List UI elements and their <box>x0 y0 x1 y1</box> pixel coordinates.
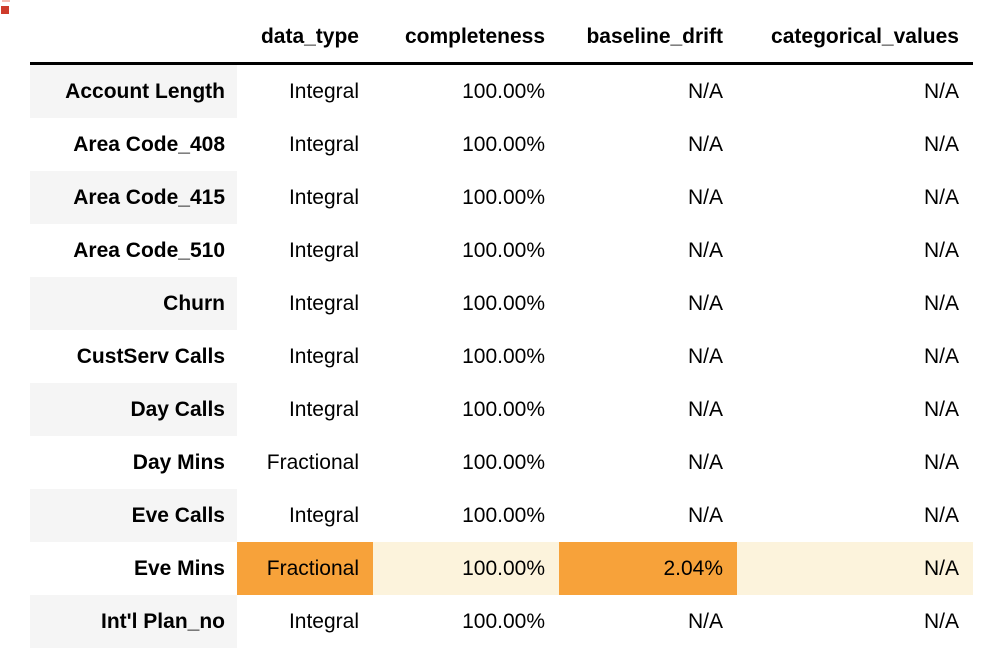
cell-baseline-drift: N/A <box>559 64 737 119</box>
row-label: Eve Mins <box>30 542 237 595</box>
cell-completeness: 100.00% <box>373 542 559 595</box>
cell-data-type: Integral <box>237 171 373 224</box>
cell-data-type: Integral <box>237 118 373 171</box>
corner-cell <box>30 14 237 64</box>
cell-data-type: Integral <box>237 383 373 436</box>
cell-completeness: 100.00% <box>373 436 559 489</box>
cell-categorical-values: N/A <box>737 595 973 648</box>
row-label: Account Length <box>30 64 237 119</box>
row-label: Churn <box>30 277 237 330</box>
col-header-data-type: data_type <box>237 14 373 64</box>
cell-categorical-values: N/A <box>737 171 973 224</box>
cell-data-type: Integral <box>237 489 373 542</box>
cell-data-type: Fractional <box>237 542 373 595</box>
cell-categorical-values: N/A <box>737 118 973 171</box>
cell-baseline-drift: N/A <box>559 383 737 436</box>
cell-categorical-values: N/A <box>737 489 973 542</box>
cell-data-type: Integral <box>237 277 373 330</box>
row-label: Area Code_408 <box>30 118 237 171</box>
col-header-completeness: completeness <box>373 14 559 64</box>
header-row: data_type completeness baseline_drift ca… <box>30 14 973 64</box>
cell-baseline-drift: N/A <box>559 595 737 648</box>
cell-completeness: 100.00% <box>373 171 559 224</box>
cell-data-type: Integral <box>237 330 373 383</box>
cell-baseline-drift: N/A <box>559 436 737 489</box>
cell-categorical-values: N/A <box>737 64 973 119</box>
cell-completeness: 100.00% <box>373 64 559 119</box>
cell-categorical-values: N/A <box>737 383 973 436</box>
cell-completeness: 100.00% <box>373 489 559 542</box>
cell-completeness: 100.00% <box>373 595 559 648</box>
col-header-categorical-values: categorical_values <box>737 14 973 64</box>
col-header-baseline-drift: baseline_drift <box>559 14 737 64</box>
cell-completeness: 100.00% <box>373 224 559 277</box>
cell-baseline-drift: N/A <box>559 118 737 171</box>
cell-baseline-drift: 2.04% <box>559 542 737 595</box>
cell-categorical-values: N/A <box>737 542 973 595</box>
cell-completeness: 100.00% <box>373 383 559 436</box>
row-label: Day Calls <box>30 383 237 436</box>
row-label: Int'l Plan_no <box>30 595 237 648</box>
cell-categorical-values: N/A <box>737 330 973 383</box>
cropped-red-square <box>1 6 9 14</box>
cell-baseline-drift: N/A <box>559 224 737 277</box>
cell-baseline-drift: N/A <box>559 171 737 224</box>
cell-completeness: 100.00% <box>373 118 559 171</box>
cell-categorical-values: N/A <box>737 277 973 330</box>
row-label: Area Code_415 <box>30 171 237 224</box>
row-label: Day Mins <box>30 436 237 489</box>
cell-data-type: Integral <box>237 224 373 277</box>
cell-data-type: Integral <box>237 595 373 648</box>
row-label: Area Code_510 <box>30 224 237 277</box>
cell-data-type: Integral <box>237 64 373 119</box>
cropped-red-strip <box>2 0 10 2</box>
cell-categorical-values: N/A <box>737 436 973 489</box>
cell-categorical-values: N/A <box>737 224 973 277</box>
cell-data-type: Fractional <box>237 436 373 489</box>
cell-baseline-drift: N/A <box>559 489 737 542</box>
cell-completeness: 100.00% <box>373 277 559 330</box>
table-header: data_type completeness baseline_drift ca… <box>30 14 973 64</box>
row-label: Eve Calls <box>30 489 237 542</box>
row-label: CustServ Calls <box>30 330 237 383</box>
feature-statistics-table: data_type completeness baseline_drift ca… <box>30 14 973 648</box>
cell-baseline-drift: N/A <box>559 277 737 330</box>
cell-baseline-drift: N/A <box>559 330 737 383</box>
cell-completeness: 100.00% <box>373 330 559 383</box>
